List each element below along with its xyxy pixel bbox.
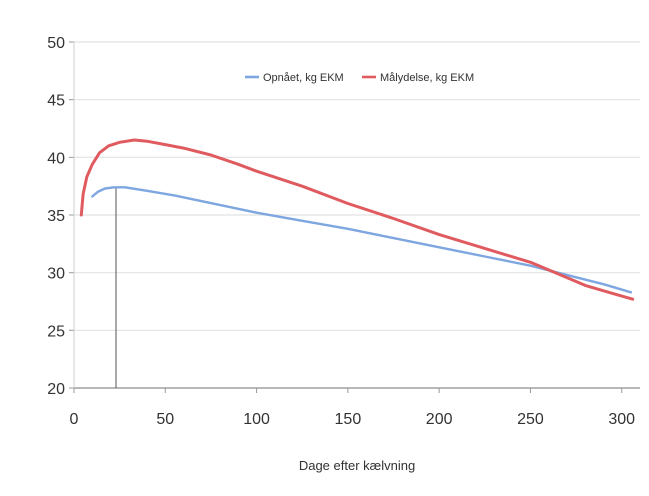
y-tick-label: 20: [47, 381, 65, 398]
x-tick-label: 50: [156, 411, 174, 428]
legend: Opnået, kg EKM Målydelse, kg EKM: [245, 72, 474, 84]
legend-label: Opnået, kg EKM: [263, 72, 344, 84]
series-line-maalydelse: [79, 138, 635, 301]
x-tick-label: 250: [517, 411, 544, 428]
y-tick-label: 25: [47, 323, 65, 340]
y-tick-label: 40: [47, 150, 65, 167]
x-tick-label: 0: [70, 411, 79, 428]
x-tick-label: 200: [426, 411, 453, 428]
y-tick-label: 50: [47, 35, 65, 52]
series-lines: [79, 138, 635, 301]
y-tick-label: 45: [47, 93, 65, 110]
y-tick-label: 35: [47, 208, 65, 225]
gridlines: [74, 41, 640, 331]
axes: 20 25 30 35 40 45 50 0 50 100 150 200 250 300: [47, 35, 640, 428]
legend-label: Målydelse, kg EKM: [380, 72, 474, 84]
x-tick-label: 150: [335, 411, 362, 428]
x-axis-title: Dage efter kælvning: [299, 458, 415, 473]
y-tick-label: 30: [47, 266, 65, 283]
x-tick-label: 100: [243, 411, 270, 428]
x-tick-label: 300: [608, 411, 635, 428]
series-line-opnaaet: [91, 186, 633, 294]
